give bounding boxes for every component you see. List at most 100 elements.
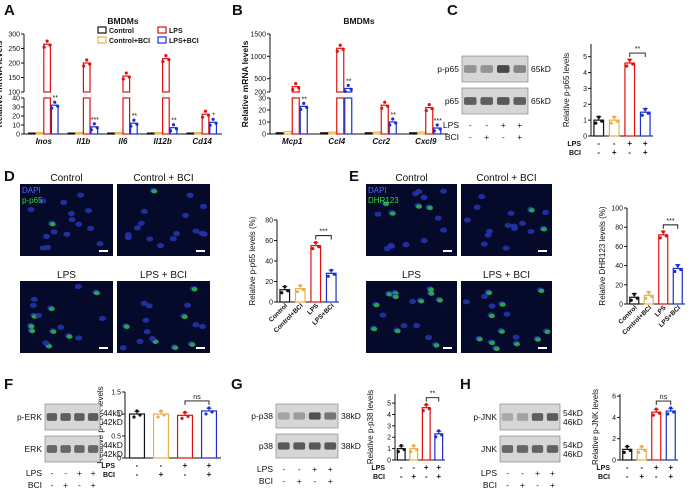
image-d-scalebar-0: [99, 250, 108, 252]
chart-b-bar-2-2: [380, 104, 389, 135]
legend-swatch-3: [157, 36, 167, 44]
chart-b-bar-0-0: [275, 132, 284, 135]
chart-a-ytick-low-label-4: 40: [12, 96, 20, 103]
chart-c-sig-bracket: [629, 52, 646, 58]
chart-f-bar-2: [176, 414, 194, 459]
chart-b-xtick-label-3: Cxcl9: [415, 137, 437, 146]
blot-f-band-0-0: [46, 413, 58, 421]
panel-label-f: F: [4, 376, 14, 393]
chart-g-lps-sign-2: +: [424, 463, 429, 472]
chart-h-lps-sign-2: +: [654, 463, 659, 472]
chart-b-bar-1-2-upper: [336, 47, 345, 93]
chart-a-point-2-3-2: [135, 122, 139, 126]
chart-b-point-1-3-1: [346, 83, 350, 88]
blot-f-lps-label: LPS: [26, 468, 42, 478]
chart-e-ytick-label-5: 100: [611, 206, 623, 213]
chart-g-sig-bracket: [425, 397, 440, 402]
chart-a-sig-4: *: [212, 112, 215, 119]
image-d-signal-2-2: [48, 306, 55, 312]
blot-h-band-1-3: [546, 445, 559, 453]
chart-h-ytick-label-1: 2: [612, 436, 616, 443]
image-d-nucleus-0-9: [67, 210, 75, 217]
blot-f-band-1-0: [46, 445, 58, 453]
chart-g-bci-row-label: BCI: [373, 474, 385, 481]
image-e-nucleus-3-7: [480, 293, 488, 300]
chart-d-sig-bracket: [315, 235, 332, 240]
image-d-nucleus-0-0: [87, 225, 95, 231]
chart-a-ytick-high-label-2: 200: [8, 61, 20, 68]
chart-h-sig-bracket: [655, 400, 672, 406]
chart-a-point-3-3-2: [174, 127, 179, 131]
chart-c-ytick-label-4: 4: [583, 70, 587, 77]
chart-g-bci-sign-0: -: [400, 472, 403, 481]
image-d-nucleus-0-11: [75, 221, 83, 227]
image-d-nucleus-3-9: [192, 322, 200, 328]
chart-a-point-4-3-1: [211, 117, 215, 121]
blot-g-bci-sign-3: +: [328, 476, 333, 486]
blot-g-bci-sign-2: -: [313, 476, 316, 486]
chart-a-point-3-2-1: [164, 54, 168, 58]
chart-a-bar-4-0: [186, 132, 195, 135]
blot-c-bci-sign-1: +: [484, 132, 489, 142]
chart-b-point-0-3-2: [305, 105, 309, 109]
chart-a-point-0-2-1: [45, 39, 49, 43]
chart-a-point-2-3-1: [132, 118, 136, 122]
chart-e-point-2-0: [658, 236, 662, 240]
image-e-signal-3-2: [476, 337, 483, 342]
chart-g-ytick-label-1: 1: [387, 446, 391, 453]
chart-d-point-2-0: [311, 247, 315, 251]
chart-a-ytick-low-label-1: 10: [12, 123, 20, 130]
image-d-nucleus-2-10: [42, 340, 50, 346]
blot-h-band-0-2: [531, 413, 544, 421]
chart-b-xtick-label-2: Ccr2: [372, 137, 390, 146]
chart-b-ytick-high-label-0: 200: [254, 90, 266, 97]
chart-h-ytick-label-2: 4: [612, 415, 616, 422]
blot-g-bci-sign-1: +: [297, 476, 302, 486]
blot-g-row-label-1: p38: [259, 441, 273, 451]
image-d-nucleus-3-4: [143, 329, 151, 335]
chart-b-point-0-2-0: [291, 88, 295, 92]
blot-f-band-1-1: [60, 445, 71, 453]
chart-f-lps-sign-1: -: [160, 461, 163, 470]
chart-b-point-1-3-0: [343, 89, 347, 94]
chart-b-bar-0-3: [299, 105, 308, 135]
chart-a-bar-0-1: [35, 132, 44, 135]
chart-f-bci-sign-3: +: [207, 470, 212, 479]
blot-c-band-1-3: [513, 97, 527, 105]
chart-f-point-0-2: [138, 413, 142, 417]
image-e-scalebar-3: [538, 347, 547, 349]
chart-a-bar-2-2: [122, 97, 131, 135]
panel-label-d: D: [4, 168, 15, 185]
chart-a-bar-3-2: [162, 97, 170, 135]
chart-f-ytick-label-1: 0.5: [111, 434, 121, 441]
image-d-nucleus-1-15: [182, 212, 190, 219]
chart-h-bci-sign-1: +: [639, 472, 644, 481]
chart-c-bci-sign-3: +: [643, 148, 648, 157]
image-e-signal-2-15: [394, 328, 401, 334]
chart-c-lps-sign-2: +: [627, 139, 632, 148]
blot-h-bci-label: BCI: [483, 480, 497, 490]
chart-a-point-1-2-1: [85, 58, 89, 62]
image-e-nucleus-1-5: [478, 193, 486, 200]
chart-b-title: BMDMs: [343, 16, 374, 26]
image-e-tile-1: [461, 184, 552, 256]
chart-b-sig-1: **: [346, 78, 352, 85]
chart-a-xtick-label-2: Il6: [119, 137, 128, 146]
chart-e-point-0-0: [629, 298, 633, 302]
image-d-stain-green: p-p65: [22, 196, 43, 205]
chart-a-point-1-3-2: [95, 126, 99, 130]
chart-b-point-3-2-2: [430, 107, 434, 111]
legend-label-3: LPS+BCI: [169, 38, 199, 45]
chart-c-ytick-label-3: 3: [583, 86, 587, 93]
chart-g-point-1-2: [415, 448, 419, 452]
blot-h-bci-sign-1: +: [520, 480, 525, 490]
chart-b-xtick-label-0: Mcp1: [282, 137, 303, 146]
blot-f-band-0-3: [87, 413, 99, 421]
chart-e-point-3-0: [673, 269, 677, 274]
image-d-nucleus-0-15: [60, 199, 68, 205]
blot-f-bci-label: BCI: [28, 480, 42, 490]
chart-g-point-0-0: [396, 450, 400, 454]
chart-a-xtick-label-3: Il12b: [153, 137, 171, 146]
blot-g-bci-label: BCI: [259, 476, 273, 486]
blot-c-band-1-1: [480, 97, 494, 105]
